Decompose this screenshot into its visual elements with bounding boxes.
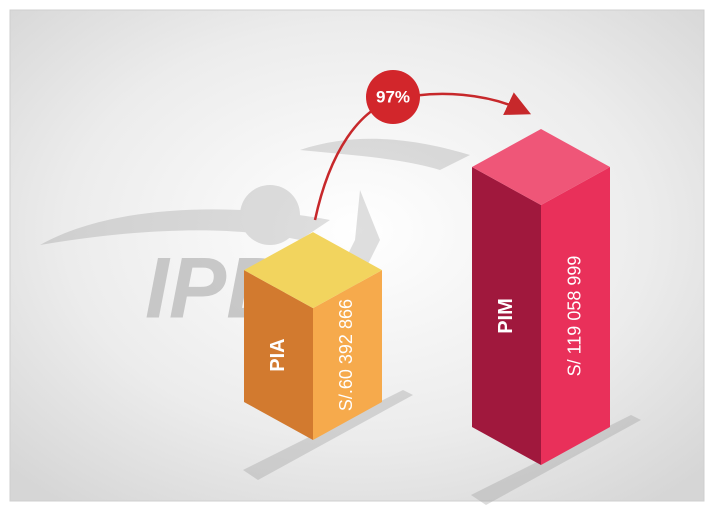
category-label: PIA [267,338,289,371]
value-label: S/.60 392 866 [336,299,356,411]
category-label: PIM [495,298,517,334]
value-label: S/ 119 058 999 [564,256,584,377]
annotation: 97% [376,87,410,106]
